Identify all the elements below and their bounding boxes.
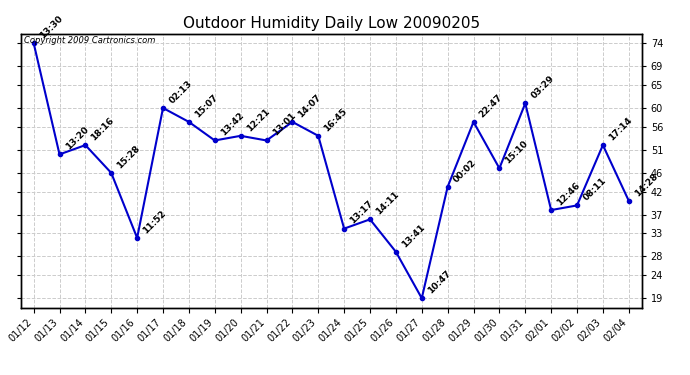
- Text: 11:52: 11:52: [141, 209, 168, 235]
- Text: 16:45: 16:45: [322, 106, 349, 133]
- Text: 15:28: 15:28: [115, 144, 142, 170]
- Text: 13:20: 13:20: [63, 125, 90, 152]
- Text: 15:10: 15:10: [504, 139, 530, 165]
- Text: 08:11: 08:11: [581, 176, 608, 203]
- Text: 02:13: 02:13: [167, 79, 194, 105]
- Text: 13:01: 13:01: [270, 111, 297, 138]
- Text: 03:29: 03:29: [529, 74, 556, 100]
- Text: 13:17: 13:17: [348, 199, 375, 226]
- Text: 13:30: 13:30: [38, 14, 64, 40]
- Text: 18:16: 18:16: [90, 116, 116, 142]
- Text: 13:41: 13:41: [400, 222, 426, 249]
- Text: 13:42: 13:42: [219, 111, 246, 138]
- Text: 10:47: 10:47: [426, 269, 453, 296]
- Text: 15:07: 15:07: [193, 93, 219, 119]
- Text: Copyright 2009 Cartronics.com: Copyright 2009 Cartronics.com: [23, 36, 155, 45]
- Text: 14:28: 14:28: [633, 171, 660, 198]
- Text: 17:14: 17:14: [607, 116, 634, 142]
- Text: 00:02: 00:02: [452, 158, 478, 184]
- Text: 14:11: 14:11: [374, 190, 401, 217]
- Title: Outdoor Humidity Daily Low 20090205: Outdoor Humidity Daily Low 20090205: [183, 16, 480, 31]
- Text: 22:47: 22:47: [477, 92, 504, 119]
- Text: 14:07: 14:07: [297, 92, 323, 119]
- Text: 12:46: 12:46: [555, 181, 582, 207]
- Text: 12:21: 12:21: [245, 106, 271, 133]
